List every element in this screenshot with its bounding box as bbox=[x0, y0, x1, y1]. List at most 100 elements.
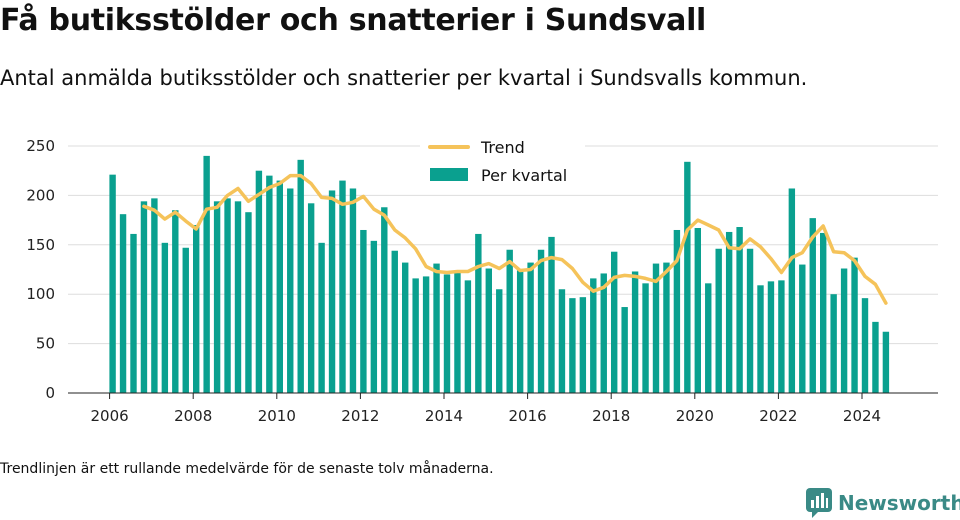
chart-title: Få butiksstölder och snatterier i Sundsv… bbox=[0, 3, 707, 38]
bar bbox=[266, 175, 273, 393]
legend-bars-label: Per kvartal bbox=[481, 166, 567, 185]
bar bbox=[182, 247, 189, 393]
bar bbox=[193, 225, 200, 393]
bar bbox=[642, 283, 649, 393]
bar bbox=[307, 203, 315, 393]
bar bbox=[506, 249, 513, 393]
bar bbox=[349, 188, 357, 393]
y-tick-label: 50 bbox=[36, 335, 55, 353]
y-tick-label: 150 bbox=[26, 236, 55, 254]
x-tick-label: 2012 bbox=[341, 407, 379, 425]
trend-series bbox=[142, 173, 888, 305]
footnote: Trendlinjen är ett rullande medelvärde f… bbox=[0, 461, 494, 477]
bar bbox=[537, 249, 545, 393]
bar bbox=[475, 233, 482, 393]
bar bbox=[611, 251, 618, 393]
x-tick-label: 2010 bbox=[258, 407, 296, 425]
bar bbox=[370, 240, 378, 393]
x-tick-label: 2006 bbox=[91, 407, 129, 425]
bar bbox=[725, 231, 733, 393]
bar bbox=[882, 331, 890, 393]
trend-line bbox=[142, 173, 888, 305]
bar bbox=[548, 236, 555, 393]
bar bbox=[454, 270, 461, 393]
bar bbox=[203, 155, 210, 393]
bar bbox=[339, 180, 346, 393]
bar bbox=[234, 201, 242, 393]
bar bbox=[318, 242, 325, 393]
bar bbox=[820, 232, 827, 393]
bar bbox=[391, 250, 398, 393]
bar bbox=[443, 274, 451, 393]
legend-bars-swatch bbox=[430, 168, 468, 181]
brand-name: Newsworthy bbox=[838, 491, 960, 515]
bar bbox=[245, 212, 252, 393]
bar bbox=[558, 289, 566, 393]
y-tick-label: 200 bbox=[26, 186, 55, 204]
x-tick-label: 2016 bbox=[509, 407, 547, 425]
chart: 0 50 100 150 200 250 2006 2008 2010 2012 2014 2016… bbox=[26, 133, 938, 425]
bar bbox=[579, 297, 587, 393]
bar bbox=[213, 201, 221, 393]
bar bbox=[673, 229, 681, 393]
bar bbox=[109, 174, 116, 393]
bar bbox=[328, 190, 336, 393]
bar bbox=[527, 262, 534, 393]
bar bbox=[276, 180, 283, 393]
bar bbox=[360, 229, 367, 393]
bar bbox=[412, 278, 419, 393]
bar bbox=[151, 198, 158, 393]
bar bbox=[172, 210, 179, 393]
chart-subtitle: Antal anmälda butiksstölder och snatteri… bbox=[0, 66, 808, 90]
bar bbox=[684, 161, 691, 393]
legend-trend-label: Trend bbox=[480, 138, 525, 157]
legend: Trend Per kvartal bbox=[420, 133, 585, 190]
bar bbox=[861, 298, 869, 393]
bar bbox=[851, 257, 858, 393]
bar bbox=[516, 270, 524, 393]
bar bbox=[840, 268, 848, 393]
bar bbox=[402, 262, 409, 393]
bar bbox=[119, 214, 127, 393]
x-tick-label: 2008 bbox=[174, 407, 212, 425]
bar bbox=[757, 285, 764, 393]
x-tick-label: 2014 bbox=[425, 407, 463, 425]
bar bbox=[161, 242, 169, 393]
x-tick-label: 2022 bbox=[759, 407, 797, 425]
bar bbox=[767, 281, 775, 393]
bar bbox=[663, 262, 670, 393]
newsworthy-logo-icon bbox=[806, 488, 832, 518]
bar-series bbox=[109, 155, 890, 393]
bar bbox=[809, 218, 816, 393]
bar bbox=[736, 227, 743, 393]
y-axis-ticks: 0 50 100 150 200 250 bbox=[26, 137, 55, 402]
bar bbox=[799, 264, 806, 393]
bar bbox=[496, 289, 503, 393]
x-tick-label: 2024 bbox=[843, 407, 881, 425]
bar bbox=[631, 271, 639, 393]
bar bbox=[590, 278, 597, 393]
bar bbox=[652, 263, 660, 393]
bar bbox=[140, 201, 148, 393]
bar bbox=[694, 228, 701, 393]
bar bbox=[778, 280, 785, 393]
bar bbox=[224, 198, 231, 393]
bar bbox=[381, 207, 388, 393]
bar bbox=[746, 248, 754, 393]
bar bbox=[485, 268, 492, 393]
y-tick-label: 0 bbox=[45, 384, 55, 402]
bar bbox=[830, 294, 837, 393]
brand: Newsworthy bbox=[806, 488, 960, 518]
bar bbox=[464, 280, 472, 393]
x-tick-label: 2020 bbox=[676, 407, 714, 425]
bar bbox=[788, 188, 796, 393]
bar bbox=[433, 263, 440, 393]
bar bbox=[297, 159, 304, 393]
bar bbox=[621, 307, 628, 393]
bar bbox=[715, 248, 722, 393]
bar bbox=[422, 276, 430, 393]
bar bbox=[287, 188, 294, 393]
y-tick-label: 250 bbox=[26, 137, 55, 155]
bar bbox=[255, 170, 263, 393]
x-tick-label: 2018 bbox=[592, 407, 630, 425]
